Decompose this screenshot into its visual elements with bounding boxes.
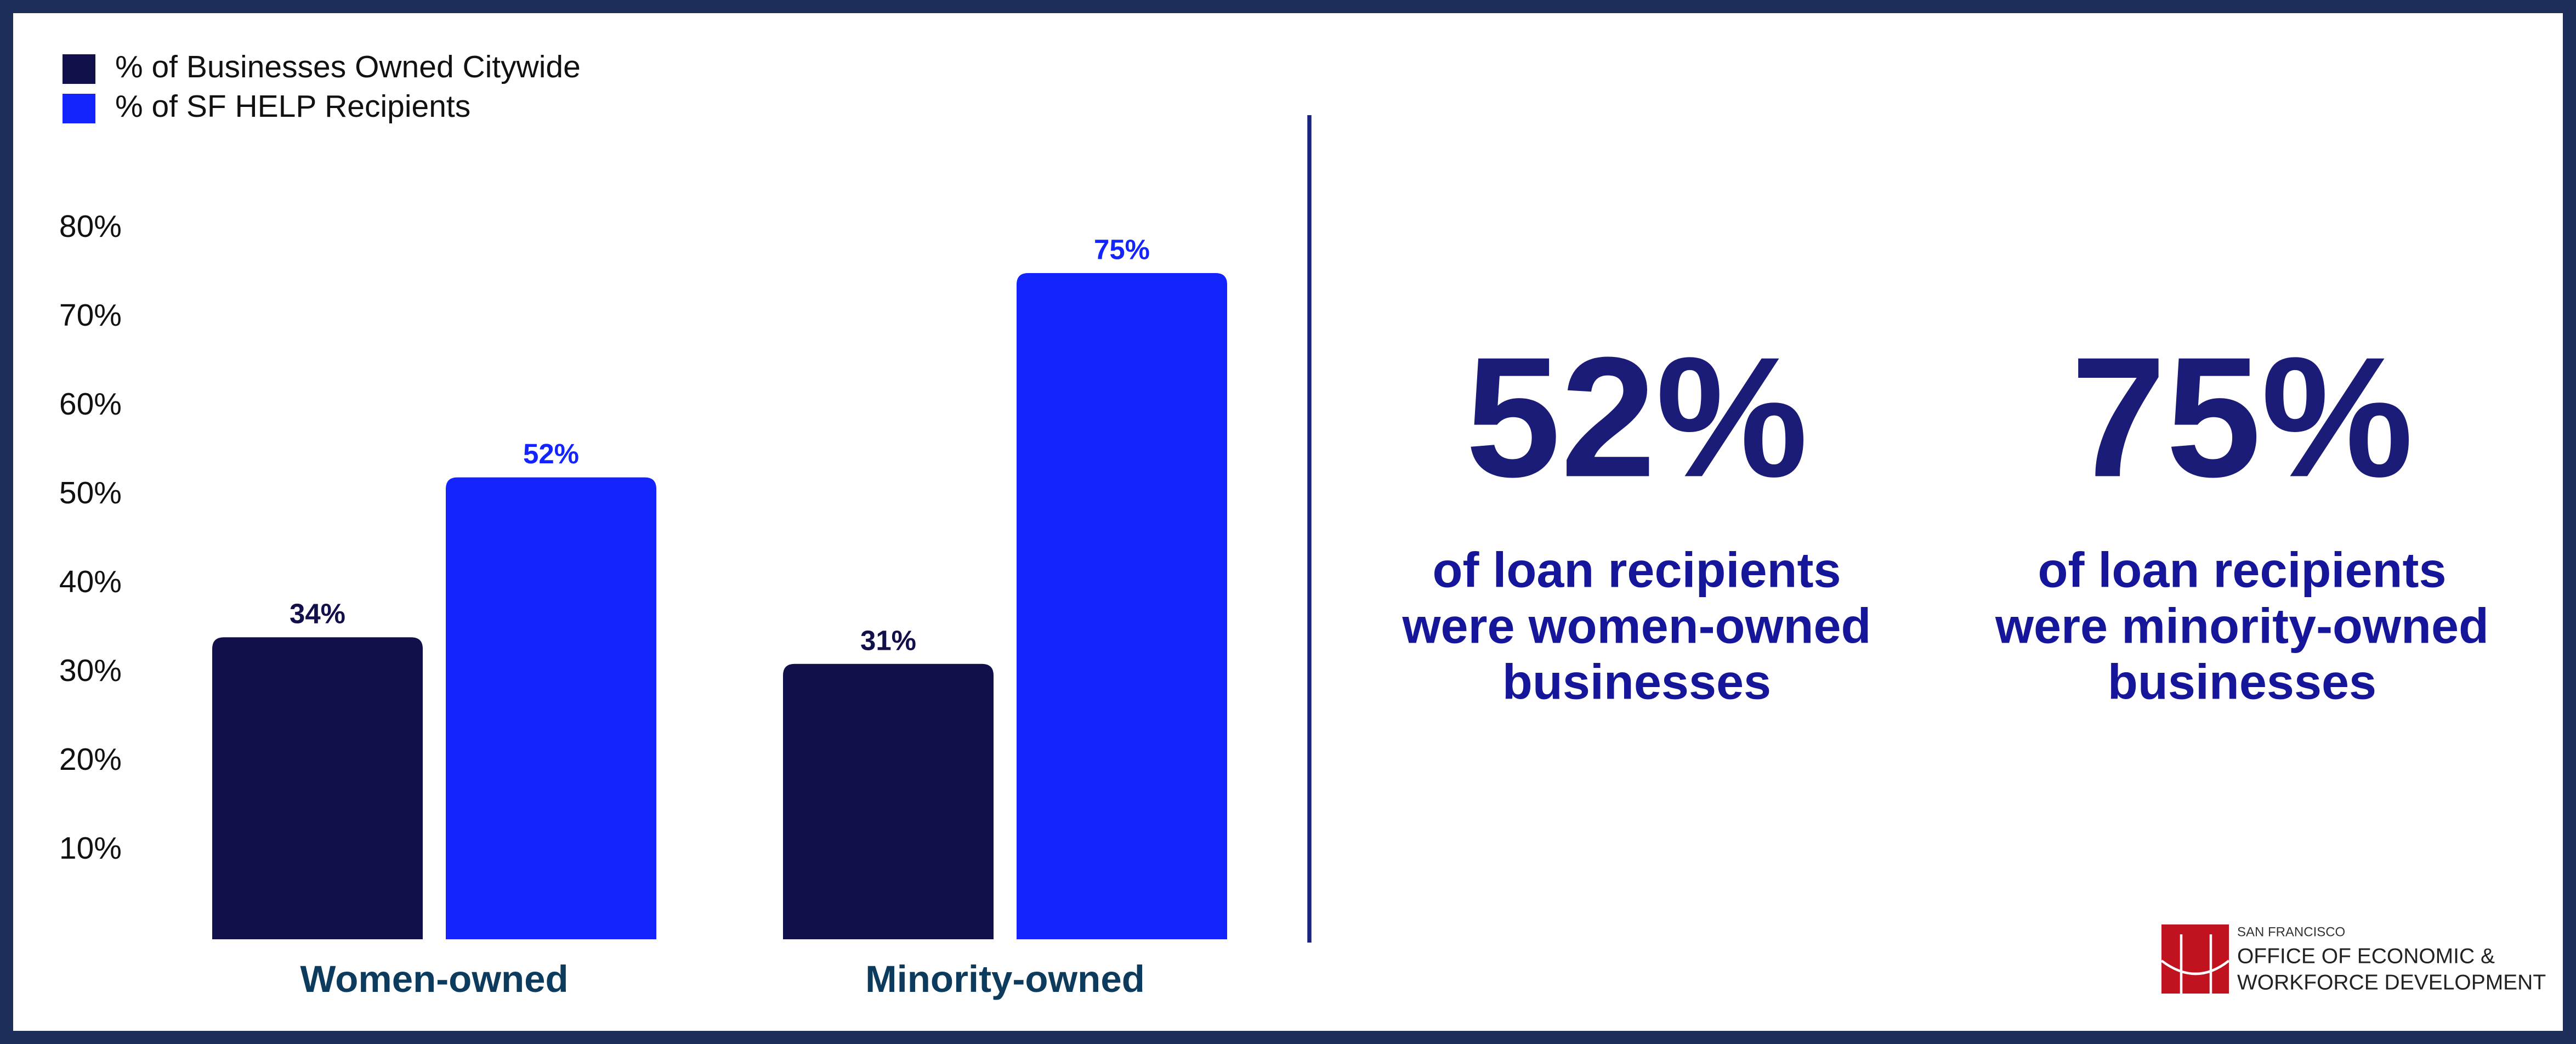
y-tick-label: 60% [59, 387, 122, 422]
logo-text: WORKFORCE DEVELOPMENT [2237, 971, 2546, 994]
x-tick-label: Minority-owned [865, 958, 1145, 1000]
stat-value: 75% [2071, 322, 2413, 513]
legend-swatch [63, 93, 95, 123]
logo-icon [2161, 924, 2229, 994]
logo: SAN FRANCISCO OFFICE OF ECONOMIC & WORKF… [2160, 924, 2546, 994]
legend-swatch [63, 54, 95, 84]
y-tick-label: 10% [59, 831, 122, 866]
logo-text: OFFICE OF ECONOMIC & [2237, 944, 2495, 968]
stat-text: of loan recipients [1432, 543, 1841, 598]
value-label: 75% [1094, 234, 1150, 265]
value-label: 34% [290, 598, 345, 629]
y-tick-label: 70% [59, 298, 122, 333]
stat-text: were minority-owned [1995, 599, 2489, 654]
bar [446, 477, 656, 939]
logo-bridge [2160, 934, 2230, 994]
value-label: 52% [523, 438, 579, 469]
bar [783, 663, 994, 939]
stat-text: businesses [2108, 655, 2376, 710]
stat-text: were women-owned [1402, 599, 1871, 654]
y-tick-label: 30% [59, 653, 122, 688]
logo-text: SAN FRANCISCO [2237, 924, 2345, 939]
x-tick-label: Women-owned [300, 958, 568, 1000]
bar [1017, 273, 1227, 939]
bar [212, 637, 423, 939]
y-tick-label: 40% [59, 564, 122, 599]
y-tick-label: 20% [59, 742, 122, 777]
stat-text: businesses [1502, 655, 1771, 710]
stat-text: of loan recipients [2038, 543, 2446, 598]
stat-panel: 52% of loan recipients were women-owned … [1402, 322, 2489, 710]
y-tick-label: 50% [59, 475, 122, 510]
y-tick-label: 80% [59, 209, 122, 244]
legend-label: % of SF HELP Recipients [115, 89, 470, 124]
value-label: 31% [860, 625, 916, 656]
stat-value: 52% [1466, 322, 1808, 513]
legend-label: % of Businesses Owned Citywide [115, 49, 581, 84]
